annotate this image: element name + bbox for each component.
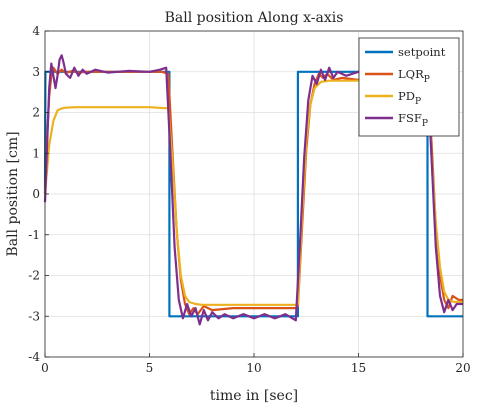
y-tick-label: 1 — [32, 146, 40, 160]
x-tick-label: 0 — [41, 361, 49, 375]
y-tick-label: 0 — [32, 187, 40, 201]
y-tick-label: 3 — [32, 65, 40, 79]
legend-label-setpoint: setpoint — [398, 45, 446, 59]
x-tick-label: 20 — [455, 361, 470, 375]
y-tick-label: -1 — [28, 228, 40, 242]
chart-title: Ball position Along x-axis — [165, 10, 344, 26]
legend: setpoint LQRP PDP FSFP — [358, 37, 460, 137]
y-tick-label: -3 — [28, 309, 40, 323]
y-tick-label: 4 — [32, 24, 40, 38]
x-tick-label: 15 — [351, 361, 366, 375]
y-tick-label: 2 — [32, 106, 40, 120]
y-axis-label: Ball position [cm] — [5, 131, 21, 256]
y-tick-label: -2 — [28, 269, 40, 283]
axis-ticks: 0 5 10 15 20 -4 -3 -2 -1 0 1 2 3 4 — [28, 24, 470, 375]
x-axis-label: time in [sec] — [210, 388, 298, 404]
legend-label-pd: PDP — [398, 89, 421, 107]
legend-box — [358, 37, 460, 137]
legend-label-fsf: FSFP — [398, 111, 428, 129]
y-tick-label: -4 — [28, 350, 40, 364]
x-tick-label: 10 — [246, 361, 261, 375]
legend-label-lqr: LQRP — [398, 67, 430, 85]
x-tick-label: 5 — [146, 361, 154, 375]
